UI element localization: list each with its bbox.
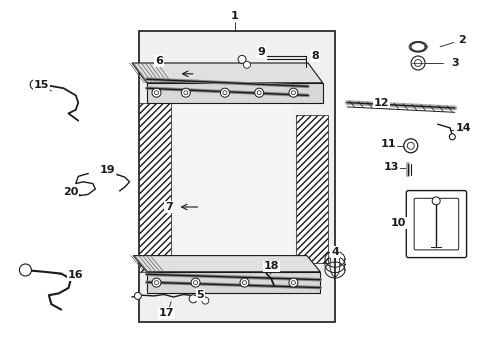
Polygon shape <box>146 83 322 103</box>
Circle shape <box>193 280 197 285</box>
Polygon shape <box>133 256 320 272</box>
Text: 16: 16 <box>68 270 83 280</box>
Text: 14: 14 <box>454 123 470 133</box>
Circle shape <box>183 91 187 95</box>
Circle shape <box>242 280 246 285</box>
Text: 3: 3 <box>450 58 458 68</box>
Text: 9: 9 <box>257 47 265 57</box>
Text: 20: 20 <box>63 187 79 197</box>
Text: 5: 5 <box>196 290 204 300</box>
Circle shape <box>154 91 158 95</box>
Circle shape <box>410 56 424 70</box>
Text: 15: 15 <box>34 80 49 90</box>
Polygon shape <box>146 272 320 293</box>
FancyBboxPatch shape <box>413 198 458 250</box>
Text: 4: 4 <box>330 247 338 257</box>
Text: 6: 6 <box>155 56 163 66</box>
Circle shape <box>288 88 297 97</box>
Bar <box>173 103 293 272</box>
Circle shape <box>448 134 454 140</box>
Circle shape <box>257 91 261 95</box>
FancyBboxPatch shape <box>406 190 466 258</box>
Bar <box>139 103 171 272</box>
Circle shape <box>414 59 421 67</box>
Text: 18: 18 <box>263 261 279 271</box>
Circle shape <box>291 280 295 285</box>
Bar <box>139 31 334 322</box>
Text: 13: 13 <box>383 162 398 172</box>
Circle shape <box>30 80 40 90</box>
Bar <box>295 115 327 263</box>
Text: 7: 7 <box>164 202 172 212</box>
Text: 12: 12 <box>373 98 388 108</box>
Circle shape <box>243 61 250 68</box>
Text: 11: 11 <box>380 139 396 149</box>
Text: 8: 8 <box>311 51 319 61</box>
Circle shape <box>154 280 158 285</box>
Circle shape <box>181 88 190 97</box>
Circle shape <box>202 297 208 304</box>
Circle shape <box>189 295 197 303</box>
Text: 10: 10 <box>390 218 406 228</box>
Circle shape <box>407 142 413 149</box>
Polygon shape <box>132 63 322 83</box>
Circle shape <box>134 292 141 300</box>
Circle shape <box>403 139 417 153</box>
Text: 17: 17 <box>158 308 174 318</box>
Circle shape <box>238 55 245 63</box>
Circle shape <box>191 278 200 287</box>
Circle shape <box>291 91 295 95</box>
Circle shape <box>240 278 248 287</box>
Circle shape <box>288 278 297 287</box>
Text: 2: 2 <box>457 35 465 45</box>
Text: 1: 1 <box>230 11 238 21</box>
Circle shape <box>152 278 161 287</box>
Circle shape <box>223 91 226 95</box>
Circle shape <box>20 264 31 276</box>
Circle shape <box>431 197 439 205</box>
Circle shape <box>152 88 161 97</box>
Text: 19: 19 <box>100 165 115 175</box>
Circle shape <box>220 88 229 97</box>
Circle shape <box>254 88 263 97</box>
